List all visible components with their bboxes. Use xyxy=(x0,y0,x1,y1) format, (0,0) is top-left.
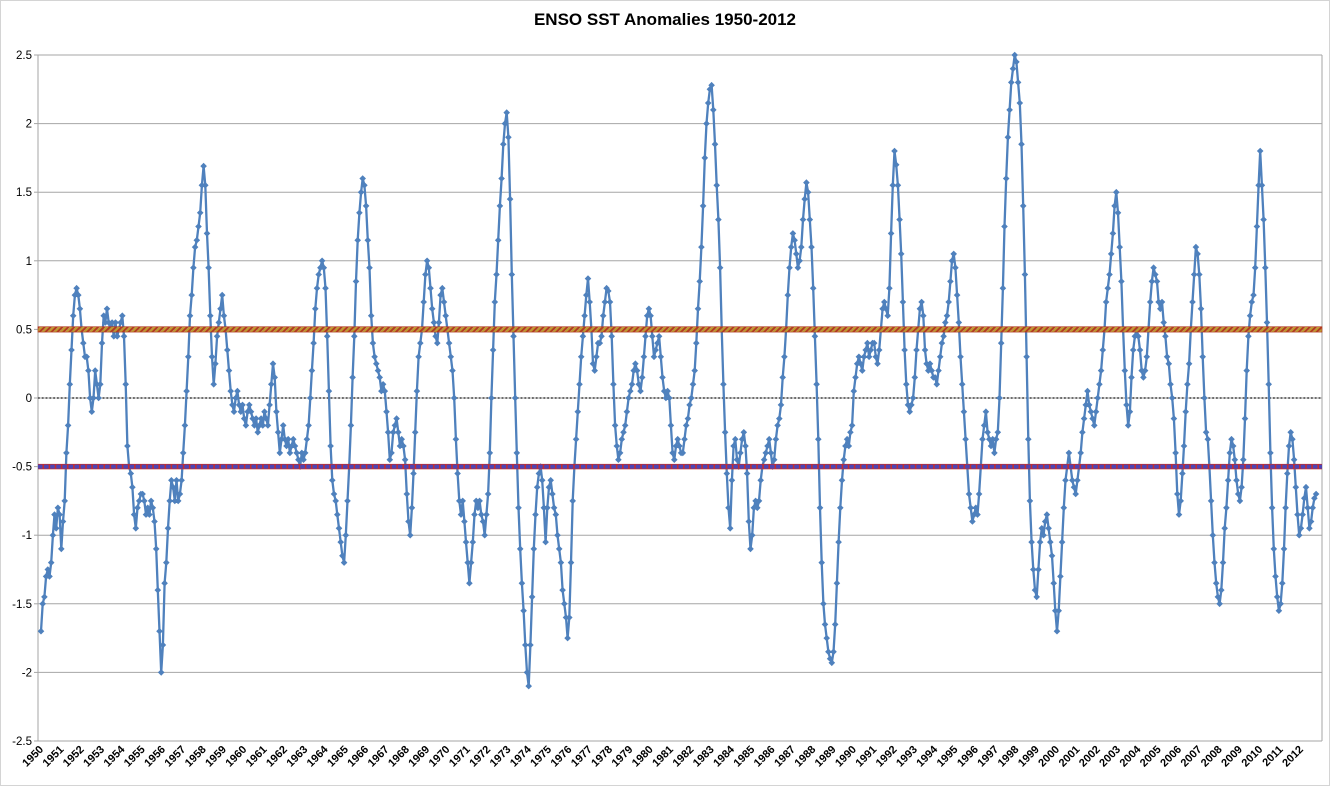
x-tick-label: 1955 xyxy=(122,744,148,770)
x-tick-label: 1961 xyxy=(244,744,270,770)
x-tick-label: 2011 xyxy=(1260,744,1285,769)
x-tick-label: 1968 xyxy=(386,744,412,770)
y-tick-label: -0.5 xyxy=(12,462,32,474)
y-tick-label: 0.5 xyxy=(16,324,32,336)
y-tick-label: -2.5 xyxy=(12,736,32,748)
x-tick-label: 1960 xyxy=(224,744,250,770)
x-tick-label: 1956 xyxy=(142,744,168,770)
x-tick-label: 1979 xyxy=(610,744,636,770)
x-tick-label: 1998 xyxy=(996,744,1022,770)
x-tick-label: 2008 xyxy=(1199,744,1225,770)
x-tick-label: 1954 xyxy=(102,743,128,769)
x-tick-label: 1962 xyxy=(264,744,290,770)
y-tick-label: 0 xyxy=(26,393,32,405)
y-tick-label: 1.5 xyxy=(16,187,32,199)
x-tick-label: 1967 xyxy=(366,744,392,770)
x-tick-label: 1966 xyxy=(345,744,371,770)
x-tick-label: 1970 xyxy=(427,744,453,770)
x-tick-label: 1990 xyxy=(833,744,859,770)
x-tick-label: 1997 xyxy=(975,744,1001,770)
x-tick-label: 1988 xyxy=(793,744,819,770)
y-tick-label: -1 xyxy=(22,530,32,542)
x-tick-label: 2001 xyxy=(1057,744,1083,770)
x-tick-label: 1978 xyxy=(589,744,615,770)
x-tick-label: 1996 xyxy=(955,744,981,770)
x-tick-label: 1982 xyxy=(671,744,697,770)
sst-series-line xyxy=(39,53,1318,688)
x-tick-label: 2012 xyxy=(1280,744,1306,770)
x-tick-label: 1995 xyxy=(935,744,961,770)
x-tick-label: 1981 xyxy=(650,744,676,770)
x-tick-label: 1957 xyxy=(163,744,189,770)
x-tick-label: 1993 xyxy=(894,744,920,770)
x-tick-label: 1986 xyxy=(752,744,778,770)
x-tick-label: 1963 xyxy=(285,744,311,770)
x-tick-label: 1972 xyxy=(467,744,493,770)
x-tick-label: 2004 xyxy=(1118,743,1144,769)
x-tick-label: 1953 xyxy=(81,744,107,770)
x-tick-label: 2007 xyxy=(1179,744,1205,770)
x-tick-label: 1971 xyxy=(447,744,473,770)
y-tick-label: -2 xyxy=(22,667,32,679)
y-tick-label: 2.5 xyxy=(16,50,32,62)
x-tick-label: 1951 xyxy=(41,744,67,770)
chart-title: ENSO SST Anomalies 1950-2012 xyxy=(533,10,797,29)
x-tick-label: 1964 xyxy=(305,743,331,769)
x-tick-label: 1958 xyxy=(183,744,209,770)
x-tick-label: 1965 xyxy=(325,744,351,770)
x-tick-label: 1999 xyxy=(1016,744,1042,770)
x-tick-label: 1977 xyxy=(569,744,595,770)
x-tick-label: 2009 xyxy=(1219,744,1245,770)
y-tick-label: 1 xyxy=(26,256,32,268)
y-tick-label: -1.5 xyxy=(12,599,32,611)
x-tick-label: 1987 xyxy=(772,744,798,770)
x-tick-label: 2000 xyxy=(1036,744,1062,770)
upper-threshold-line xyxy=(37,326,1323,333)
x-tick-label: 2006 xyxy=(1158,744,1184,770)
x-tick-label: 1976 xyxy=(549,744,575,770)
x-tick-label: 1959 xyxy=(203,744,229,770)
x-tick-label: 1973 xyxy=(488,744,514,770)
y-tick-label: 2 xyxy=(26,119,32,131)
x-tick-label: 2010 xyxy=(1240,744,1266,770)
x-tick-label: 2003 xyxy=(1097,744,1123,770)
x-tick-label: 2005 xyxy=(1138,744,1164,770)
x-tick-label: 1989 xyxy=(813,744,839,770)
x-tick-label: 1992 xyxy=(874,744,900,770)
x-tick-label: 1994 xyxy=(914,743,940,769)
x-tick-label: 1975 xyxy=(528,744,554,770)
x-tick-label: 1991 xyxy=(854,744,880,770)
x-tick-label: 1980 xyxy=(630,744,656,770)
x-tick-label: 1983 xyxy=(691,744,717,770)
sst-series-markers xyxy=(37,51,1320,690)
x-tick-label: 1969 xyxy=(406,744,432,770)
x-tick-label: 1974 xyxy=(508,743,534,769)
x-tick-label: 1985 xyxy=(732,744,758,770)
x-tick-label: 1952 xyxy=(61,744,87,770)
x-tick-label: 2002 xyxy=(1077,744,1103,770)
x-tick-label: 1984 xyxy=(711,743,737,769)
